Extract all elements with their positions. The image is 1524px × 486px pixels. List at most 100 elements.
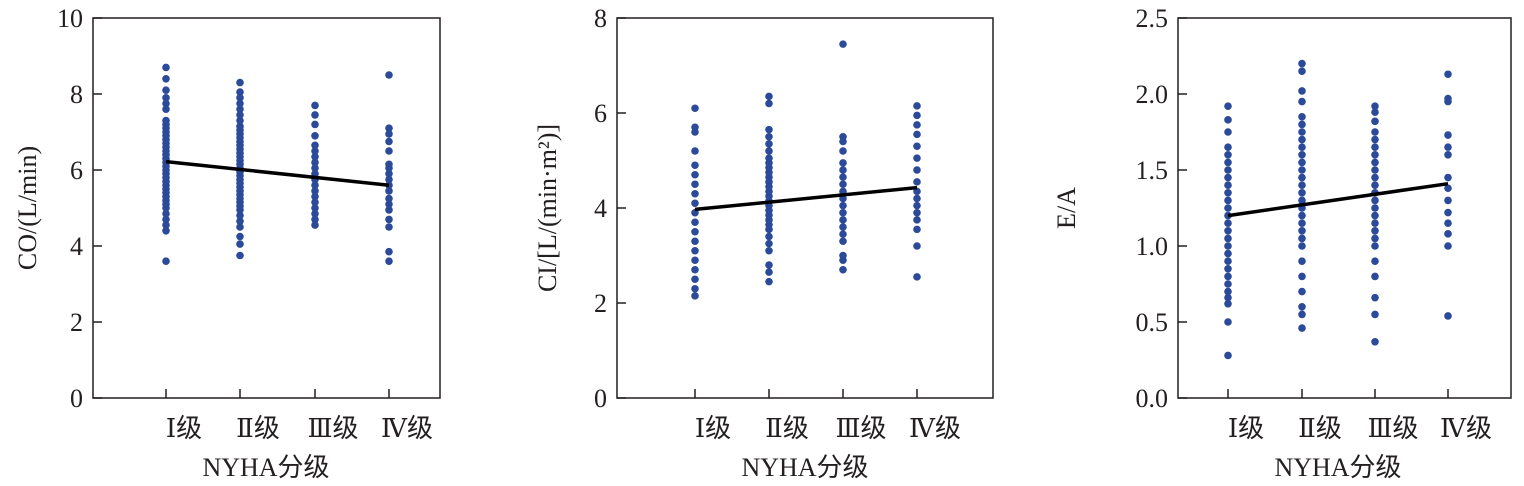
ci-data-point [691, 237, 699, 246]
ci-data-point [913, 273, 921, 281]
ea-data-point [1224, 280, 1232, 288]
ci-data-point [691, 284, 699, 293]
ea-data-point [1444, 242, 1452, 250]
co-data-point [311, 209, 319, 218]
ea-data-point [1371, 166, 1379, 174]
co-data-point [162, 99, 170, 108]
co-data-point [311, 187, 319, 195]
co-data-point [236, 251, 244, 260]
co-data-point [311, 111, 319, 119]
co-y-tick-label: 4 [70, 232, 83, 261]
ea-data-point [1444, 208, 1452, 217]
ci-data-point [691, 189, 699, 198]
ea-y-axis: 0.0 0.5 1.0 1.5 2.0 2.5 [1136, 4, 1187, 413]
co-data-point [236, 105, 244, 113]
ea-data-point [1371, 135, 1379, 144]
ea-data-point [1444, 143, 1452, 151]
ea-y-tick-label: 0.0 [1136, 384, 1169, 413]
ea-data-point [1298, 211, 1306, 220]
ea-data-point [1224, 351, 1232, 360]
co-data-point [385, 257, 393, 266]
co-data-point [162, 63, 170, 72]
co-plot-frame [92, 17, 441, 399]
ci-data-point [913, 142, 921, 151]
co-data-point [162, 227, 170, 235]
ci-data-point [691, 246, 699, 255]
ea-data-point [1298, 310, 1306, 319]
ci-data-point [765, 239, 773, 248]
co-x-tick-label: Ⅲ级 [307, 414, 358, 443]
co-data-point [162, 86, 170, 94]
ea-data-point [1371, 108, 1379, 117]
ci-data-point [839, 147, 847, 155]
ci-x-tick-label: Ⅳ级 [909, 414, 961, 443]
co-chart-panel: 0 2 4 6 8 10 Ⅰ级 Ⅱ级 Ⅲ级 Ⅳ级 NYHA分级 CO/(L/min) [13, 4, 441, 482]
ea-data-point [1298, 120, 1306, 129]
ea-data-point [1444, 70, 1452, 79]
co-data-point [311, 101, 319, 110]
co-x-tick-label: Ⅱ级 [236, 414, 280, 443]
ci-plot-frame [616, 17, 994, 399]
ci-data-point [691, 199, 699, 208]
ea-data-point [1298, 272, 1306, 281]
ea-data-point [1371, 227, 1379, 235]
ea-data-point [1224, 234, 1232, 243]
co-trend-line [165, 159, 390, 187]
co-data-point [236, 223, 244, 231]
ea-data-point [1298, 324, 1306, 332]
ci-data-point [839, 159, 847, 167]
ci-data-point [765, 132, 773, 141]
ea-x-tick-label: Ⅱ级 [1298, 414, 1342, 443]
ci-y-tick-label: 6 [594, 99, 607, 128]
ci-data-point [691, 292, 699, 300]
ci-x-tick-label: Ⅰ级 [695, 414, 731, 443]
ci-x-tick-label: Ⅲ级 [835, 414, 886, 443]
co-data-point [236, 111, 244, 119]
ci-data-point [691, 170, 699, 179]
ea-y-tick-label: 0.5 [1136, 308, 1169, 337]
ea-data-point [1298, 227, 1306, 235]
ea-data-point [1224, 227, 1232, 235]
ea-data-point [1298, 303, 1306, 311]
ea-data-point [1371, 272, 1379, 281]
co-data-point [162, 209, 170, 218]
ea-data-point [1371, 242, 1379, 250]
ea-data-point [1224, 204, 1232, 212]
ci-scatter-points [691, 40, 921, 300]
co-data-point [311, 164, 319, 172]
ci-data-point [691, 275, 699, 284]
co-data-point [162, 94, 170, 102]
co-data-point [311, 204, 319, 212]
ci-y-tick-label: 0 [594, 384, 607, 413]
ea-data-point [1371, 293, 1379, 302]
co-data-point [236, 78, 244, 87]
ea-data-point [1298, 113, 1306, 121]
ea-data-point [1298, 173, 1306, 182]
co-data-point [236, 122, 244, 131]
ea-y-tick-label: 2.5 [1136, 4, 1169, 33]
co-y-tick-label: 8 [70, 80, 83, 109]
co-y-tick-label: 10 [57, 4, 83, 33]
ci-x-tick-label: Ⅱ级 [765, 414, 809, 443]
ea-data-point [1224, 257, 1232, 266]
ci-data-point [839, 265, 847, 274]
ci-data-point [839, 251, 847, 260]
ea-data-point [1224, 189, 1232, 197]
ci-data-point [913, 242, 921, 250]
ea-data-point [1224, 219, 1232, 227]
ea-data-point [1224, 166, 1232, 174]
ea-data-point [1444, 94, 1452, 103]
ci-data-point [913, 194, 921, 203]
co-x-axis-label: NYHA分级 [202, 453, 329, 482]
ci-data-point [913, 178, 921, 186]
ci-y-axis: 0 2 4 6 8 [594, 4, 626, 413]
ci-data-point [913, 154, 921, 162]
ea-data-point [1298, 219, 1306, 227]
co-data-point [385, 137, 393, 146]
co-data-point [311, 181, 319, 189]
co-x-axis: Ⅰ级 Ⅱ级 Ⅲ级 Ⅳ级 [165, 389, 433, 443]
ci-data-point [839, 173, 847, 181]
co-data-point [311, 192, 319, 201]
ci-y-tick-label: 2 [594, 289, 607, 318]
